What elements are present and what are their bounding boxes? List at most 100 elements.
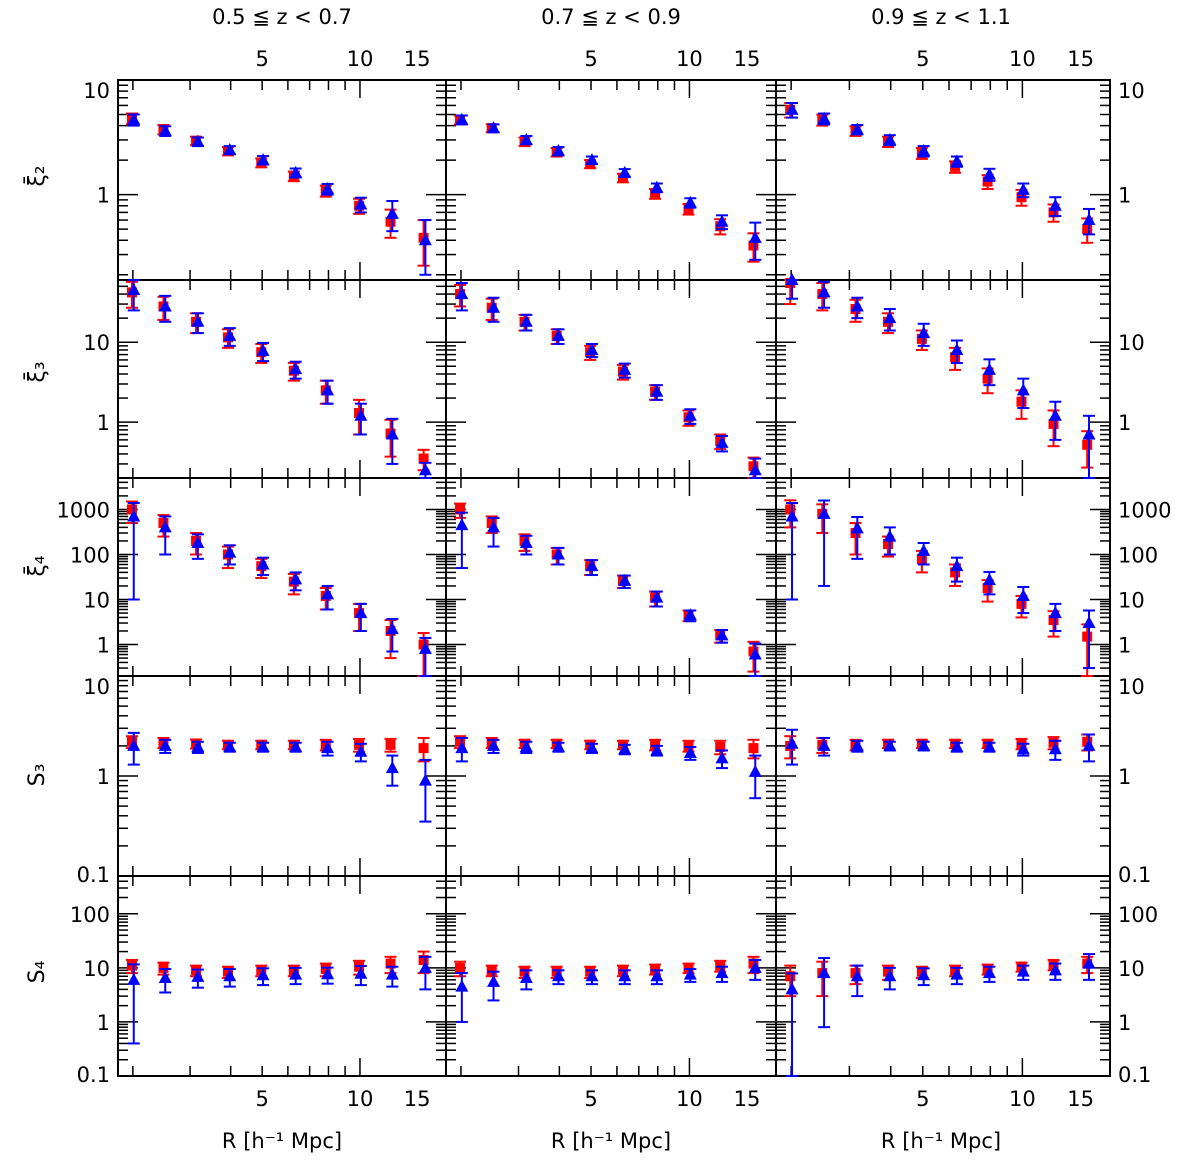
triangle-point [418,773,432,786]
square-point [748,240,759,251]
panel-xi3-col3 [775,279,1111,479]
square-point [551,966,562,977]
triangle-point [289,967,303,980]
triangle-point [1048,198,1062,211]
series-S3-col1 [125,731,432,823]
triangle-point [982,739,996,752]
series-xi2-col2 [454,112,762,263]
triangle-point [127,738,141,751]
panel-frame [775,675,1111,877]
panel-frame [775,79,1111,281]
series-S3-col2 [454,735,762,800]
panel-frame [775,477,1111,677]
square-point [320,964,331,975]
triangle-point [354,408,368,421]
column-title-3: 0.9 ≦ z < 1.1 [871,5,1011,29]
square-point [683,203,694,214]
square-point [683,740,694,751]
triangle-point [785,102,799,115]
y-tick-label-right: 10 [1118,957,1145,981]
triangle-point [455,112,469,125]
triangle-point [191,535,205,548]
square-point [982,583,993,594]
square-point [486,518,497,529]
triangle-point [683,745,697,758]
square-point [916,333,927,344]
triangle-point [256,343,270,356]
triangle-point [883,132,897,145]
y-tick-label-left: 1 [97,765,110,789]
square-point [486,965,497,976]
triangle-point [223,328,237,341]
triangle-point [650,590,664,603]
triangle-point [487,974,501,987]
y-tick-label-right: 1 [1118,184,1131,208]
square-point [916,553,927,564]
triangle-point [354,197,368,210]
triangle-point [748,230,762,243]
triangle-point [883,529,897,542]
panel-frame [117,477,447,677]
square-point [883,539,894,550]
y-tick-label-left: 1 [97,634,110,658]
triangle-point [585,741,599,754]
triangle-point [850,299,864,312]
triangle-point [455,287,469,300]
square-point [1048,737,1059,748]
y-tick-label-right: 10 [1118,79,1145,103]
square-point [617,172,628,183]
triangle-point [950,559,964,572]
y-tick-label-left: 1000 [57,498,110,522]
y-tick-label-left: 1 [97,1011,110,1035]
triangle-point [1016,182,1030,195]
triangle-point [650,384,664,397]
triangle-point [883,311,897,324]
triangle-point [917,738,931,751]
triangle-point [223,739,237,752]
row-label-xi3: ξ̄₃ [24,361,50,382]
series-S4-col1 [125,950,432,1045]
triangle-point [618,969,632,982]
triangle-point [850,969,864,982]
triangle-point [127,509,141,522]
row-label-xi2: ξ̄₂ [24,165,50,186]
y-tick-label-right: 1 [1118,1011,1131,1035]
triangle-point [354,744,368,757]
triangle-point [982,966,996,979]
triangle-point [127,282,141,295]
triangle-point [785,273,799,285]
triangle-point [455,518,469,531]
x-tick-label-bottom: 5 [584,1087,597,1111]
triangle-point [585,153,599,166]
triangle-point [650,743,664,756]
x-tick-label-top: 5 [584,47,597,71]
triangle-point [191,739,205,752]
square-point [288,965,299,976]
panel-xi2-col3 [775,79,1111,281]
square-point [715,960,726,971]
triangle-point [385,967,399,980]
y-tick-label-left: 10 [83,79,110,103]
triangle-point [551,547,565,560]
panel-frame [445,79,777,281]
column-titles: 0.5 ≦ z < 0.7 0.7 ≦ z < 0.9 0.9 ≦ z < 1.… [212,5,1011,29]
x-axis-label-1: R [h⁻¹ Mpc] [222,1129,342,1153]
square-point [126,736,137,747]
square-point [748,958,759,969]
square-point [785,971,796,982]
triangle-point [289,739,303,752]
square-point [650,188,661,199]
triangle-point [683,967,697,980]
triangle-point [191,314,205,327]
y-tick-label-right: 10 [1118,331,1145,355]
square-point [748,743,759,754]
triangle-point [785,509,799,522]
square-point [126,504,137,515]
x-axis-label-3: R [h⁻¹ Mpc] [881,1129,1001,1153]
panels: 1 1 10 10 1 1 10 10 1 1 10 10 100 100 1000 1000 0.1 0.1 1 1… [57,47,1172,1111]
triangle-point [223,969,237,982]
square-point [455,962,466,973]
square-point [1016,961,1027,972]
y-tick-label-right: 10 [1118,589,1145,613]
y-tick-label-left: 0.1 [77,1063,110,1087]
